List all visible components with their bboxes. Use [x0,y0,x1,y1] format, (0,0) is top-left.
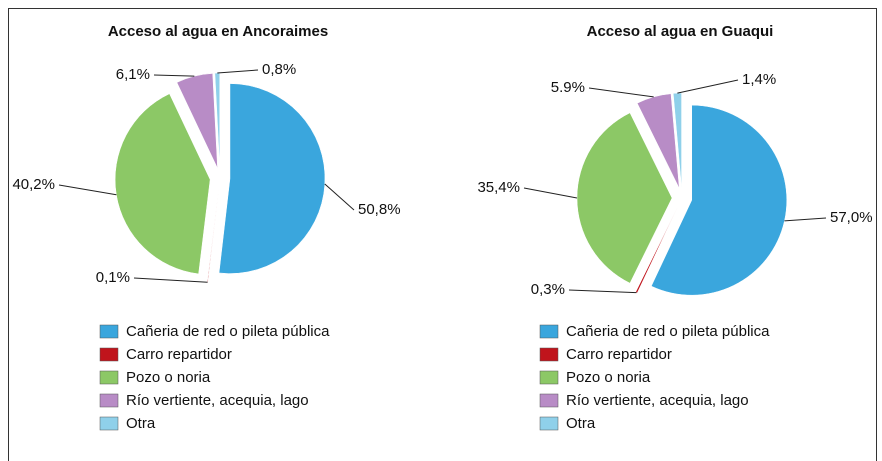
legend-label: Pozo o noria [566,369,651,386]
leader-line [324,183,355,211]
frame [8,8,877,461]
pie-slice [114,93,211,275]
chart-title: Acceso al agua en Ancoraimes [108,23,328,40]
leader-line [133,277,208,283]
legend-label: Río vertiente, acequia, lago [126,392,309,409]
pie-slice [672,92,682,189]
data-label: 0,1% [96,269,130,286]
legend-swatch [539,324,559,339]
legend-swatch [99,393,119,408]
data-label: 1,4% [742,71,776,88]
leader-line [677,79,739,94]
pie-slice [176,73,218,169]
data-label: 57,0% [830,209,873,226]
legend-label: Otra [566,415,596,432]
legend-label: Cañeria de red o pileta pública [566,323,770,340]
legend-swatch [539,416,559,431]
chart-title: Acceso al agua en Guaqui [587,23,774,40]
legend-label: Carro repartidor [566,346,672,363]
leader-line [153,74,195,77]
data-label: 50,8% [358,201,401,218]
data-label: 40,2% [12,176,55,193]
pie-slice [650,104,787,296]
legend-label: Carro repartidor [126,346,232,363]
pie-slice [636,93,680,189]
legend-swatch [539,347,559,362]
data-label: 0,8% [262,61,296,78]
legend-label: Río vertiente, acequia, lago [566,392,749,409]
leader-line [58,184,117,196]
data-label: 0,3% [531,281,565,298]
legend-label: Otra [126,415,156,432]
legend-swatch [99,347,119,362]
legend-swatch [539,370,559,385]
legend-swatch [99,324,119,339]
legend-label: Pozo o noria [126,369,211,386]
legend-label: Cañeria de red o pileta pública [126,323,330,340]
leader-line [588,87,654,98]
pie-slice [218,83,326,274]
pie-slice [206,187,220,283]
data-label: 6,1% [116,66,150,83]
leader-line [217,69,259,74]
pie-slice [576,112,673,284]
legend-swatch [99,370,119,385]
leader-line [784,217,827,222]
legend-swatch [99,416,119,431]
data-label: 35,4% [477,179,520,196]
data-label: 5.9% [551,79,585,96]
leader-line [523,187,578,199]
leader-line [568,289,637,294]
legend-swatch [539,393,559,408]
